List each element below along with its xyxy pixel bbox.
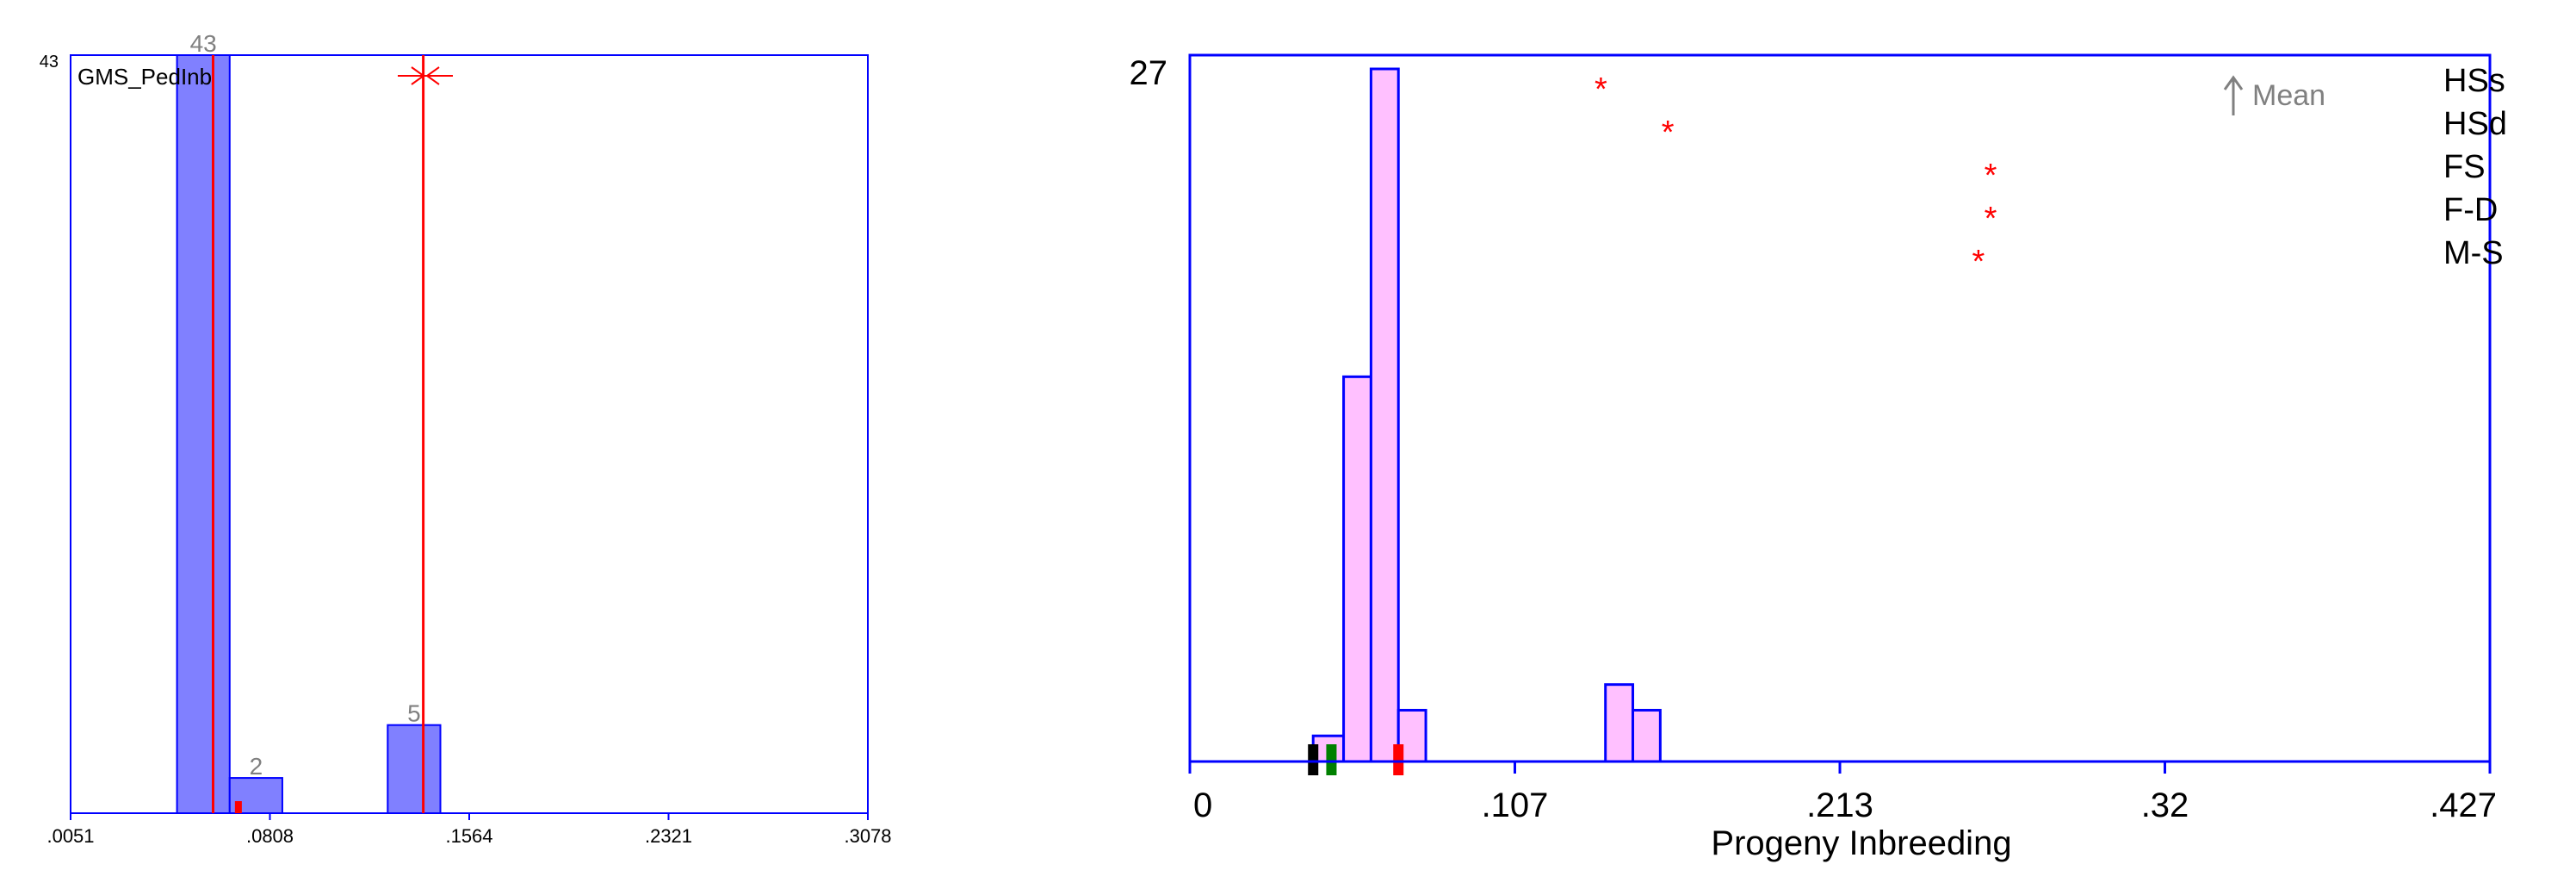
right-tick-label-2: .213 bbox=[1806, 786, 1873, 824]
mean-arrow-icon bbox=[2223, 75, 2244, 115]
left-series-label: GMS_PedInb bbox=[77, 64, 212, 90]
left-bar-label-1: 2 bbox=[250, 753, 263, 780]
right-legend: HSs * HSd * FS * F-D * M-S * bbox=[1595, 63, 2507, 280]
right-ymax-label: 27 bbox=[1130, 54, 1168, 92]
mean-label: Mean bbox=[2252, 79, 2325, 112]
left-reference-lines bbox=[211, 55, 425, 813]
right-marker-1 bbox=[1326, 744, 1337, 775]
left-bar-0 bbox=[176, 54, 231, 814]
right-bar-5 bbox=[1632, 708, 1662, 763]
left-tick-label-4: .3078 bbox=[844, 825, 891, 847]
legend-star-icon-3: * bbox=[1985, 201, 1997, 237]
left-bar-label-2: 5 bbox=[407, 700, 421, 727]
left-bars: 43 2 5 bbox=[176, 30, 442, 815]
legend-star-icon-2: * bbox=[1985, 158, 1997, 194]
left-tick-label-1: .0808 bbox=[246, 825, 294, 847]
right-bar-1 bbox=[1342, 375, 1372, 763]
left-bar-label-0: 43 bbox=[190, 30, 217, 57]
legend-label-0: HSs bbox=[2443, 63, 2505, 99]
right-marker-2 bbox=[1393, 744, 1404, 775]
right-x-axis-label: Progeny Inbreeding bbox=[1711, 824, 2011, 862]
right-bar-4 bbox=[1604, 683, 1635, 763]
right-tick-label-0: 0 bbox=[1193, 786, 1212, 824]
left-tick-label-3: .2321 bbox=[645, 825, 692, 847]
left-tick-label-0: .0051 bbox=[46, 825, 94, 847]
right-markers bbox=[1308, 744, 1404, 775]
left-x-ticks: .0051 .0808 .1564 .2321 .3078 bbox=[46, 813, 892, 847]
right-bars bbox=[1311, 67, 1662, 763]
right-bar-2 bbox=[1369, 67, 1400, 763]
left-ymax-label: 43 bbox=[40, 53, 59, 71]
legend-star-icon-1: * bbox=[1662, 115, 1675, 151]
left-bar-2 bbox=[387, 724, 442, 815]
legend-star-icon-4: * bbox=[1972, 244, 1985, 280]
left-collapse-arrows-icon bbox=[398, 66, 453, 85]
left-histogram: 43 2 5 .0051 .0808 .1564 .2321 .3078 GMS_PedIn… bbox=[40, 30, 892, 847]
legend-label-4: M-S bbox=[2443, 235, 2504, 271]
legend-label-3: F-D bbox=[2443, 192, 2498, 228]
right-tick-label-1: .107 bbox=[1482, 786, 1549, 824]
left-red-marker bbox=[234, 801, 242, 813]
right-tick-label-3: .32 bbox=[2141, 786, 2189, 824]
legend-label-1: HSd bbox=[2443, 106, 2507, 142]
legend-label-2: FS bbox=[2443, 149, 2486, 185]
left-tick-label-2: .1564 bbox=[445, 825, 492, 847]
right-tick-label-4: .427 bbox=[2430, 786, 2497, 824]
right-marker-0 bbox=[1308, 744, 1319, 775]
right-histogram: 0 .107 .213 .32 .427 27 Progeny Inbreeding M… bbox=[1130, 53, 2507, 862]
legend-star-icon-0: * bbox=[1595, 71, 1607, 108]
right-x-ticks: 0 .107 .213 .32 .427 bbox=[1188, 762, 2497, 824]
